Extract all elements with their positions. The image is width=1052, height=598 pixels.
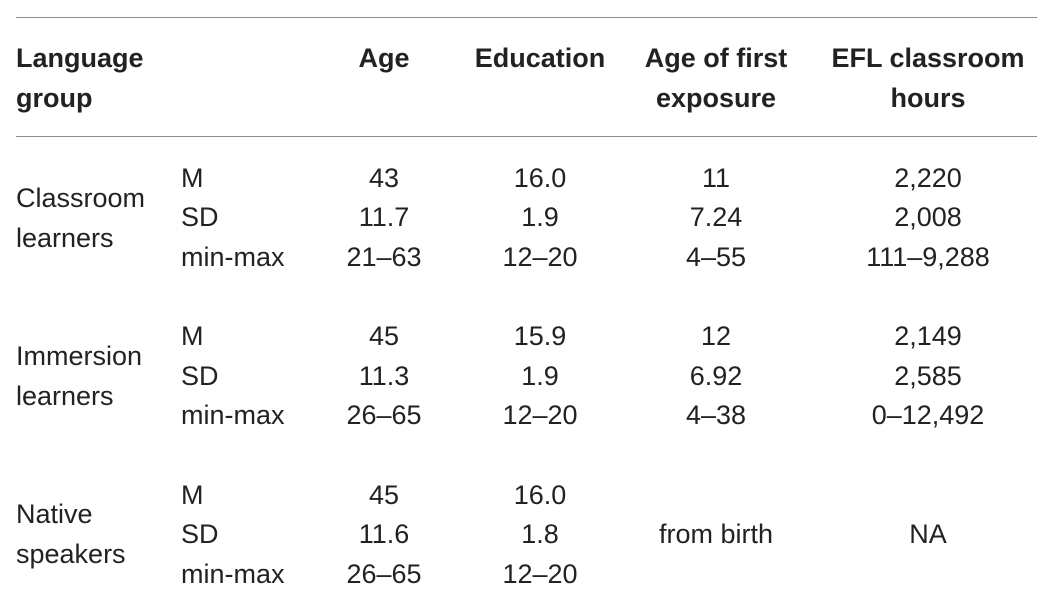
cell-education-min-max: 12–20 <box>502 400 578 430</box>
cell-education-sd: 1.8 <box>521 519 559 549</box>
cell-efl-hours-m: 2,149 <box>894 321 962 351</box>
stat-label-m: M <box>181 321 204 351</box>
cell-education-min-max: 12–20 <box>502 559 578 589</box>
cell-age-m: 43 <box>368 163 400 193</box>
cell-age-first-exposure-sd: 7.24 <box>689 202 743 232</box>
header-age-first-exposure-line2: exposure <box>655 83 777 113</box>
table-top-rule <box>16 17 1037 18</box>
cell-education-sd: 1.9 <box>521 202 559 232</box>
cell-education-sd: 1.9 <box>521 361 559 391</box>
cell-age-min-max: 26–65 <box>346 559 422 589</box>
cell-age-m: 45 <box>368 321 400 351</box>
cell-education-m: 15.9 <box>513 321 567 351</box>
stat-label-sd: SD <box>181 519 219 549</box>
cell-efl-hours: NA <box>909 519 947 549</box>
group-name-line2: learners <box>16 381 114 411</box>
header-age-first-exposure-line1: Age of first <box>644 43 788 73</box>
cell-efl-hours-m: 2,220 <box>894 163 962 193</box>
cell-efl-hours-sd: 2,585 <box>894 361 962 391</box>
stat-label-min-max: min-max <box>181 400 285 430</box>
stat-label-sd: SD <box>181 361 219 391</box>
cell-education-min-max: 12–20 <box>502 242 578 272</box>
cell-age-first-exposure-sd: 6.92 <box>689 361 743 391</box>
header-language-group-line1: Language <box>16 43 144 73</box>
cell-age-first-exposure-min-max: 4–38 <box>685 400 747 430</box>
cell-age-sd: 11.6 <box>358 519 410 549</box>
group-name-line2: speakers <box>16 539 126 569</box>
stat-label-m: M <box>181 480 204 510</box>
cell-age-first-exposure-m: 12 <box>700 321 732 351</box>
cell-efl-hours-min-max: 0–12,492 <box>871 400 985 430</box>
header-education: Education <box>474 43 606 73</box>
table-header-rule <box>16 136 1037 137</box>
cell-efl-hours-min-max: 111–9,288 <box>866 242 990 272</box>
cell-education-m: 16.0 <box>513 480 567 510</box>
stat-label-m: M <box>181 163 204 193</box>
header-age: Age <box>358 43 410 73</box>
cell-age-m: 45 <box>368 480 400 510</box>
cell-efl-hours-sd: 2,008 <box>894 202 962 232</box>
stat-label-min-max: min-max <box>181 559 285 589</box>
header-efl-hours-line2: hours <box>890 83 966 113</box>
stat-label-sd: SD <box>181 202 219 232</box>
cell-education-m: 16.0 <box>513 163 567 193</box>
cell-age-first-exposure-m: 11 <box>701 163 731 193</box>
cell-age-sd: 11.7 <box>358 202 410 232</box>
cell-age-min-max: 26–65 <box>346 400 422 430</box>
group-name-line1: Native <box>16 499 93 529</box>
cell-age-min-max: 21–63 <box>346 242 422 272</box>
cell-age-first-exposure: from birth <box>658 519 774 549</box>
stat-label-min-max: min-max <box>181 242 285 272</box>
group-name-line2: learners <box>16 223 114 253</box>
header-efl-hours-line1: EFL classroom <box>831 43 1025 73</box>
group-name-line1: Classroom <box>16 183 146 213</box>
cell-age-sd: 11.3 <box>358 361 410 391</box>
cell-age-first-exposure-min-max: 4–55 <box>685 242 747 272</box>
group-name-line1: Immersion <box>16 341 143 371</box>
header-language-group-line2: group <box>16 83 93 113</box>
